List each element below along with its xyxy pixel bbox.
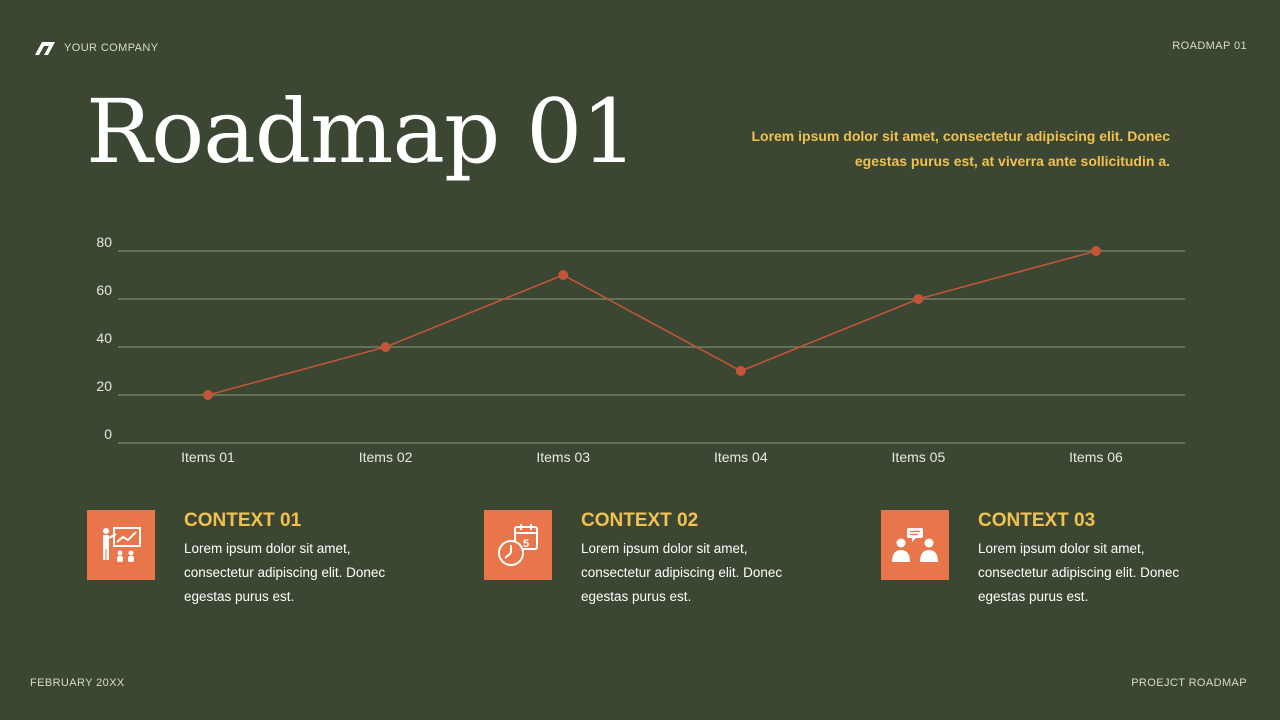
- context-icon-box: [87, 510, 155, 580]
- calendar-clock-icon: 5: [498, 524, 538, 566]
- x-tick-label: Items 02: [359, 449, 413, 465]
- context-text-block: CONTEXT 02 Lorem ipsum dolor sit amet, c…: [581, 510, 811, 609]
- context-title: CONTEXT 02: [581, 510, 699, 531]
- data-point: [913, 294, 924, 304]
- page-title: Roadmap 01: [86, 80, 637, 183]
- y-tick-label: 60: [96, 282, 112, 298]
- context-title: CONTEXT 01: [184, 510, 302, 531]
- context-card-3: CONTEXT 03 Lorem ipsum dolor sit amet, c…: [881, 510, 1208, 609]
- context-description: Lorem ipsum dolor sit amet, consectetur …: [978, 541, 1180, 604]
- x-tick-label: Items 03: [536, 449, 590, 465]
- meeting-icon: [892, 528, 938, 562]
- x-tick-label: Items 06: [1069, 449, 1123, 465]
- y-tick-label: 0: [104, 426, 112, 442]
- series-line: [207, 250, 1097, 396]
- x-tick-label: Items 04: [714, 449, 768, 465]
- context-icon-box: [881, 510, 949, 580]
- company-logo-icon: [35, 42, 55, 55]
- x-tick-label: Items 01: [181, 449, 235, 465]
- presentation-icon: [103, 527, 141, 562]
- footer-project-label: PROEJCT ROADMAP: [1131, 677, 1247, 689]
- company-header: YOUR COMPANY: [34, 40, 158, 56]
- context-text-block: CONTEXT 01 Lorem ipsum dolor sit amet, c…: [184, 510, 414, 609]
- data-point: [203, 390, 213, 400]
- context-text-block: CONTEXT 03 Lorem ipsum dolor sit amet, c…: [978, 510, 1208, 609]
- context-description: Lorem ipsum dolor sit amet, consectetur …: [184, 541, 386, 604]
- line-chart: 0 20 40 60 80 Items 01 Items 02 Items 03 Items 0…: [96, 234, 1185, 465]
- y-tick-label: 80: [96, 234, 112, 250]
- y-tick-label: 40: [96, 330, 112, 346]
- context-card-1: CONTEXT 01 Lorem ipsum dolor sit amet, c…: [87, 510, 414, 609]
- data-point: [735, 366, 746, 376]
- context-card-2: 5 CONTEXT 02 Lorem ipsum dolor sit amet,…: [484, 510, 811, 609]
- header-section-label: ROADMAP 01: [1172, 40, 1247, 52]
- context-description: Lorem ipsum dolor sit amet, consectetur …: [581, 541, 783, 604]
- data-point: [1091, 246, 1101, 256]
- y-tick-label: 20: [96, 378, 112, 394]
- data-point: [558, 270, 569, 280]
- footer-date: FEBRUARY 20XX: [30, 677, 125, 689]
- svg-text:5: 5: [523, 538, 529, 550]
- context-title: CONTEXT 03: [978, 510, 1096, 531]
- context-icon-box: 5: [484, 510, 552, 580]
- company-name: YOUR COMPANY: [64, 42, 159, 54]
- x-tick-label: Items 05: [892, 449, 946, 465]
- intro-text: Lorem ipsum dolor sit amet, consectetur …: [751, 128, 1170, 169]
- data-point: [380, 342, 391, 352]
